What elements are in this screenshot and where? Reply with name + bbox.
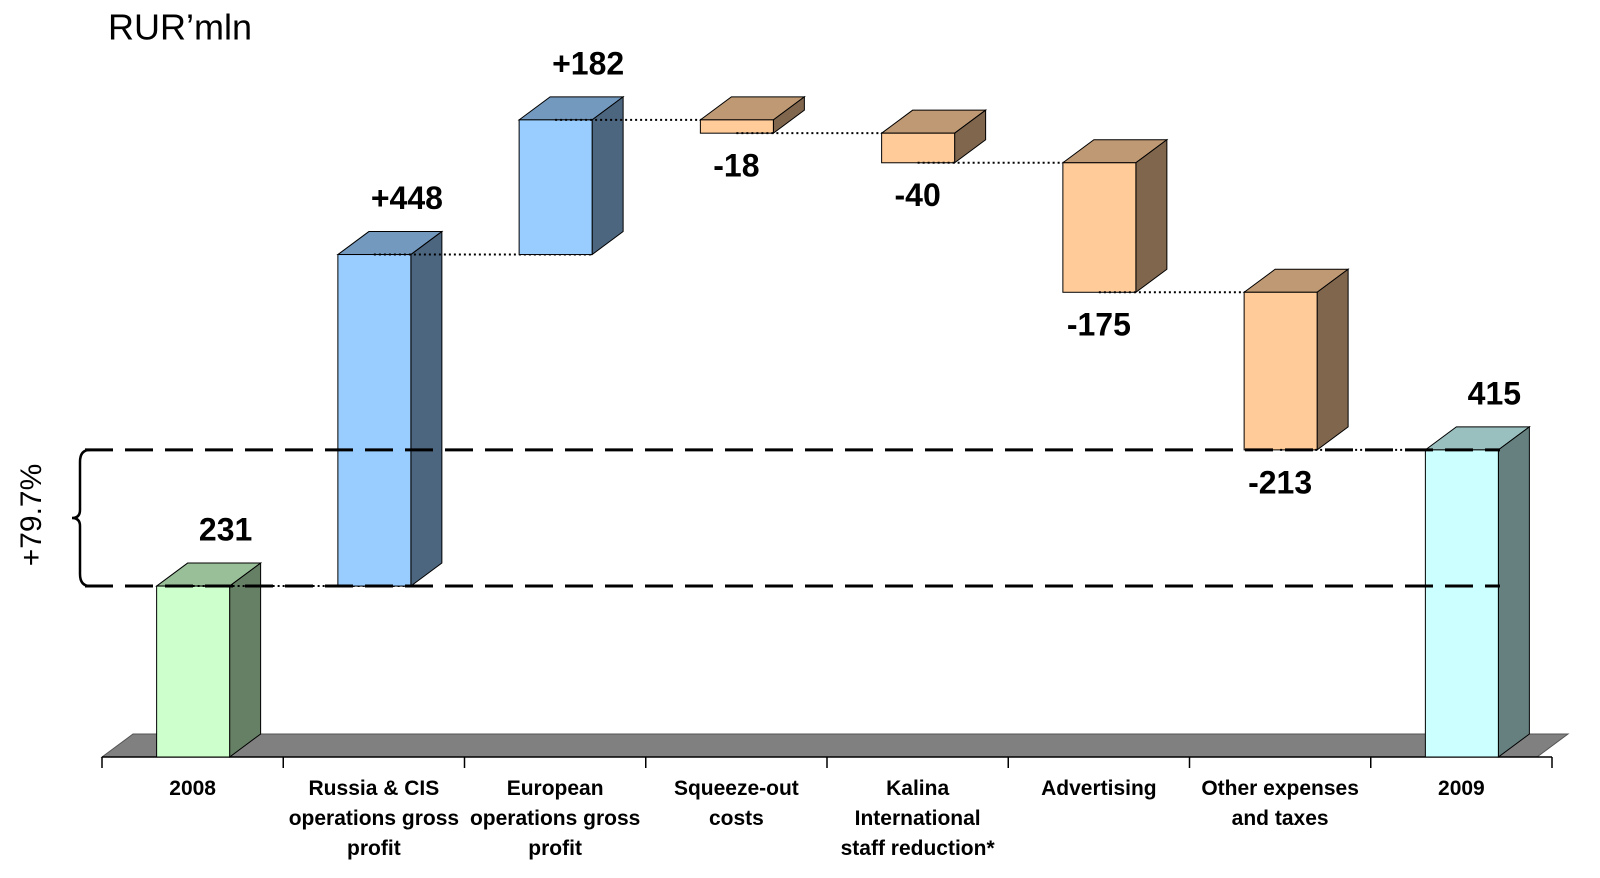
growth-annotation: +79.7% [15,464,48,567]
x-tick-label: Russia & CIS operations gross profit [288,777,460,860]
bar [518,119,593,256]
value-label: -40 [895,177,941,213]
bar-side [410,230,443,588]
value-label: -175 [1067,307,1131,343]
bar [699,119,774,134]
bar [1243,291,1318,451]
x-tick-label: Kalina International staff reduction* [840,777,995,860]
bar-side [1316,268,1349,451]
bar [156,585,231,758]
bar [881,132,956,164]
bar [1062,162,1137,293]
brace [71,448,91,588]
floor [100,733,1570,758]
bar-side [1497,425,1530,758]
x-tick-label: Squeeze-out costs [673,777,799,830]
x-tick-label: European operations gross profit [469,777,641,860]
x-tick-label: 2009 [1438,777,1485,800]
x-tick-label: Advertising [1041,777,1157,800]
x-tick-label: 2008 [169,777,216,800]
x-tick-label: Other expenses and taxes [1201,777,1359,830]
bar [337,254,412,587]
value-label: +182 [552,45,624,81]
value-label: 231 [199,512,252,548]
value-label: 415 [1468,375,1521,411]
bar-side [1135,138,1168,294]
value-label: -18 [713,148,759,184]
bar-side [229,562,262,758]
value-label: -213 [1248,464,1312,500]
bar [1424,449,1499,758]
value-label: +448 [371,180,443,216]
chart-title: RUR’mln [108,7,252,48]
